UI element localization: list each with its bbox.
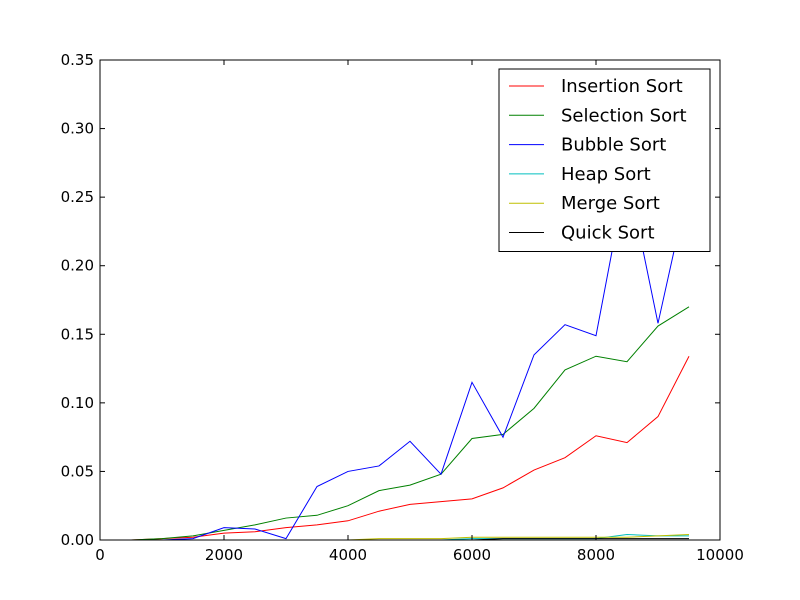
x-tick-label: 8000 — [577, 546, 615, 564]
y-tick-label: 0.30 — [61, 120, 94, 138]
x-tick-label: 0 — [95, 546, 105, 564]
legend-label: Insertion Sort — [561, 76, 683, 97]
series-line-selection-sort — [130, 306, 690, 540]
y-tick-label: 0.25 — [61, 188, 94, 206]
x-tick-label: 4000 — [329, 546, 367, 564]
plot-frame — [99, 59, 721, 541]
series-line-merge-sort — [131, 534, 690, 540]
legend-label: Merge Sort — [561, 193, 660, 214]
y-tick-label: 0.00 — [61, 531, 94, 549]
y-tick-label: 0.10 — [61, 394, 94, 412]
legend-label: Bubble Sort — [561, 135, 666, 156]
legend-box — [498, 68, 711, 252]
legend-label: Quick Sort — [561, 223, 655, 244]
legend-label: Heap Sort — [561, 164, 651, 185]
y-tick-label: 0.15 — [61, 325, 94, 343]
x-tick-label: 2000 — [205, 546, 243, 564]
series-line-insertion-sort — [130, 356, 690, 540]
y-tick-label: 0.05 — [61, 462, 94, 480]
x-tick-label: 6000 — [453, 546, 491, 564]
ticks-layer: 0 2000 4000 6000 8000 10000 0.00 0.05 0.10 0.15 0.… — [61, 51, 744, 564]
legend: Insertion Sort Selection Sort Bubble Sort H… — [498, 68, 711, 252]
y-tick-label: 0.20 — [61, 257, 94, 275]
series-line-bubble-sort — [131, 172, 690, 540]
y-tick-label: 0.35 — [61, 51, 94, 69]
legend-label: Selection Sort — [561, 105, 687, 126]
x-tick-label: 10000 — [696, 546, 744, 564]
